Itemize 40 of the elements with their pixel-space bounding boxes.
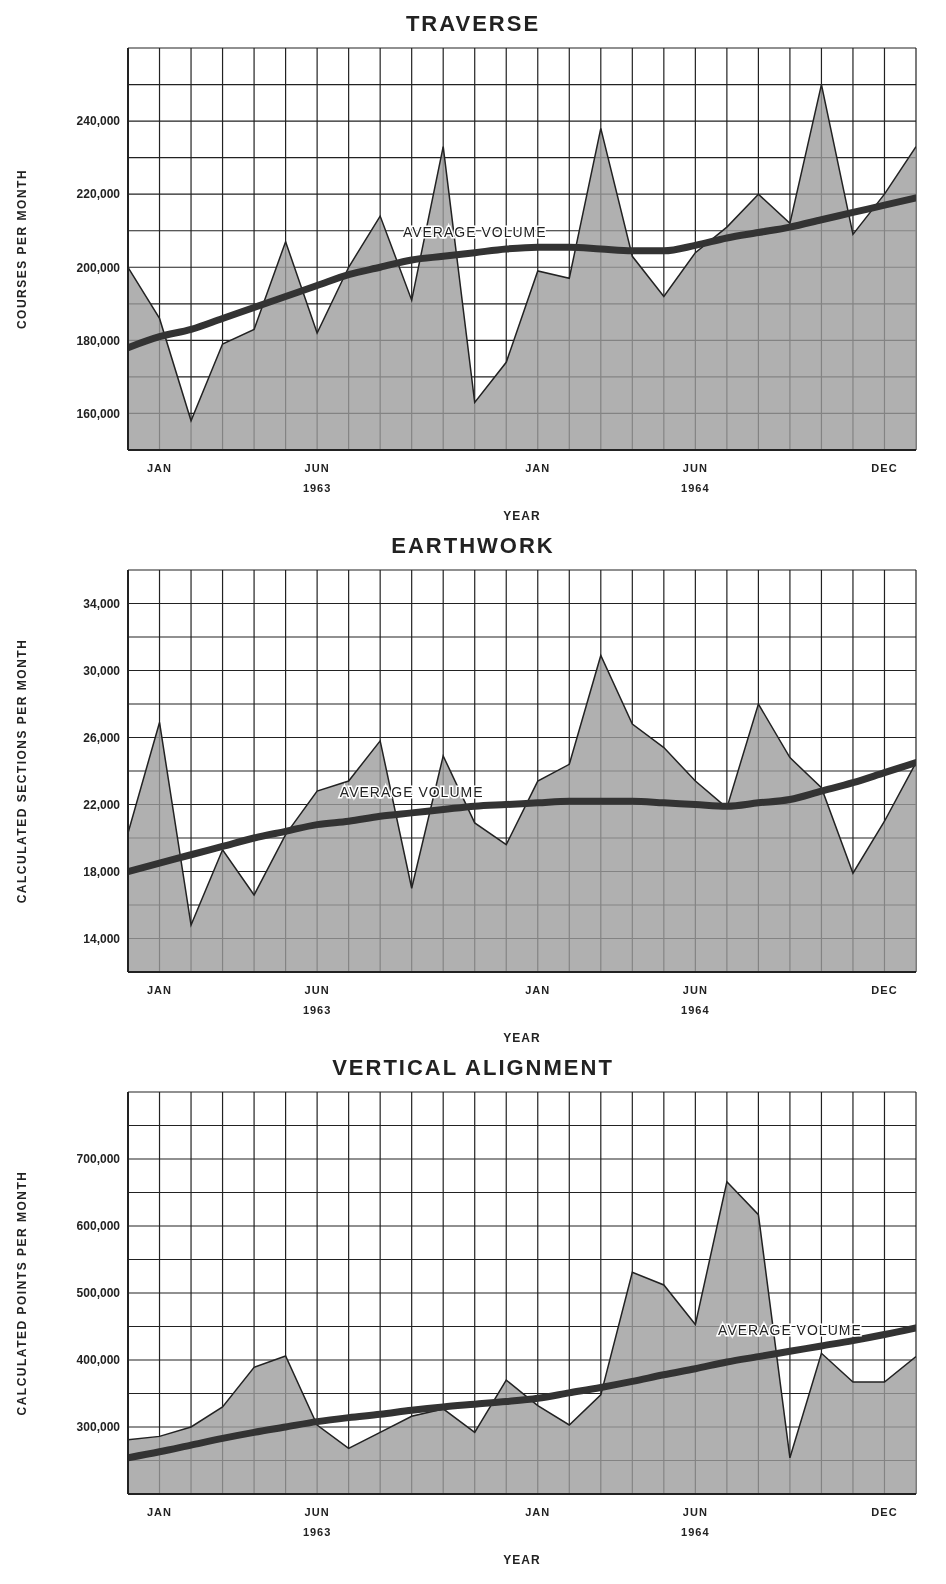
x-tick-label: JUN 1963	[302, 462, 332, 494]
chart-title: EARTHWORK	[390, 532, 556, 560]
y-tick-label: 26,000	[83, 730, 121, 745]
y-tick-label: 30,000	[83, 663, 121, 678]
y-tick-label: 180,000	[76, 333, 121, 348]
x-tick-label: JAN	[147, 1506, 173, 1518]
x-tick-label: JAN	[525, 984, 551, 996]
chart-title: VERTICAL ALIGNMENT	[331, 1054, 615, 1082]
x-axis-title: YEAR	[503, 1031, 541, 1045]
y-tick-label: 18,000	[83, 864, 121, 879]
y-axis-title: CALCULATED POINTS PER MONTH	[15, 1170, 30, 1416]
x-tick-label: JUN 1964	[681, 462, 710, 494]
y-tick-label: 14,000	[83, 931, 121, 946]
x-tick-label: JUN 1964	[681, 1506, 710, 1538]
y-tick-label: 160,000	[76, 406, 121, 421]
y-axis-title: CALCULATED SECTIONS PER MONTH	[15, 638, 30, 904]
x-tick-label: DEC	[871, 1506, 898, 1518]
y-tick-label: 300,000	[76, 1420, 121, 1435]
y-tick-label: 500,000	[76, 1286, 121, 1301]
x-tick-label: DEC	[871, 462, 898, 474]
x-axis-title: YEAR	[503, 1553, 541, 1567]
x-tick-label: JUN 1963	[302, 1506, 332, 1538]
y-tick-label: 22,000	[83, 797, 121, 812]
x-tick-label: JUN 1964	[681, 984, 710, 1016]
y-tick-label: 240,000	[76, 114, 121, 129]
x-tick-label: JAN	[525, 462, 551, 474]
y-tick-label: 200,000	[76, 260, 121, 275]
x-tick-label: JAN	[147, 984, 173, 996]
y-tick-label: 600,000	[76, 1219, 121, 1234]
x-tick-label: JAN	[147, 462, 173, 474]
x-tick-label: JUN 1963	[302, 984, 332, 1016]
y-tick-label: 400,000	[76, 1353, 121, 1368]
y-axis-title: COURSES PER MONTH	[15, 168, 30, 330]
y-tick-label: 220,000	[76, 187, 121, 202]
y-tick-label: 34,000	[83, 596, 121, 611]
y-tick-label: 700,000	[76, 1152, 121, 1167]
x-axis-title: YEAR	[503, 509, 541, 523]
x-tick-label: DEC	[871, 984, 898, 996]
chart-title: TRAVERSE	[404, 10, 542, 38]
x-tick-label: JAN	[525, 1506, 551, 1518]
